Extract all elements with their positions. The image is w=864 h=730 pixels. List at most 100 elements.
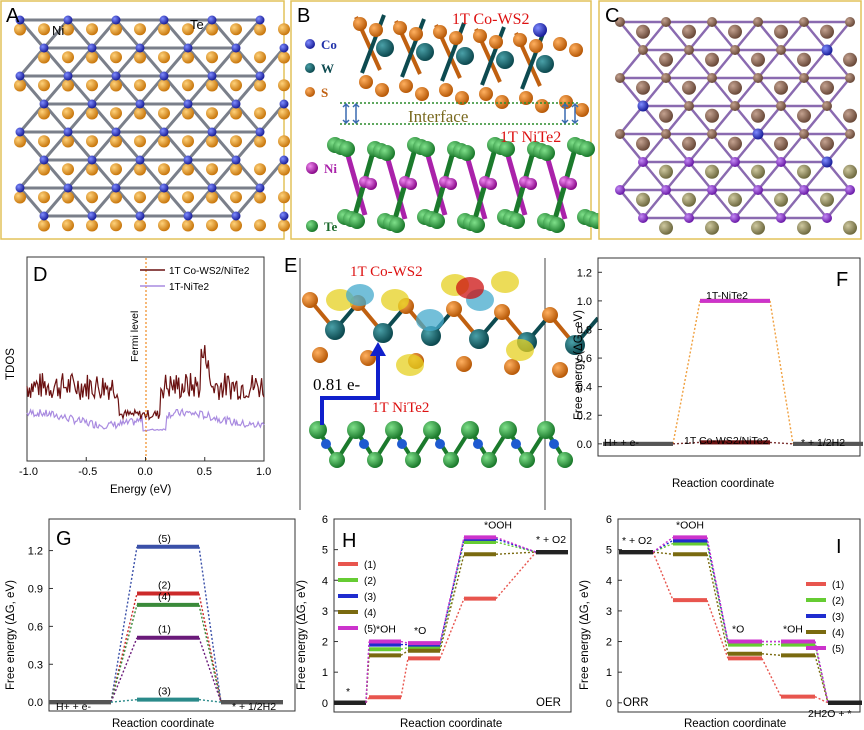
metal-atom [845, 185, 855, 195]
s-atom [359, 75, 373, 89]
panel-h-xlabel: Reaction coordinate [400, 718, 502, 730]
metal-atom [707, 185, 717, 195]
te-atom [62, 107, 74, 120]
metal-atom [615, 73, 625, 83]
y-tick-label: 1.2 [28, 546, 43, 558]
lattice-bond [734, 105, 759, 135]
panel-a-ni-label: Ni [52, 23, 64, 38]
te-atom [379, 145, 395, 161]
ni-atom [63, 15, 73, 25]
lattice-bond [711, 77, 736, 107]
te-atom [182, 51, 194, 64]
ni-te-bond [210, 159, 238, 189]
lattice-bond [642, 189, 667, 219]
lattice-bond [780, 133, 805, 163]
te-atom [14, 23, 26, 36]
ni-te-bond [162, 75, 190, 105]
legend-label: (3) [832, 612, 844, 623]
lattice-bond [826, 105, 851, 135]
metal-atom [615, 129, 625, 139]
ni-te-bond [234, 19, 262, 49]
ni-atom [549, 439, 559, 449]
w-atom [325, 320, 345, 340]
te-atom [459, 145, 475, 161]
te-atom [206, 191, 218, 204]
ni-te-bond [114, 103, 142, 133]
ni-atom [255, 15, 265, 25]
energy-connector [198, 637, 222, 703]
ni-te-bond [18, 19, 46, 49]
surface-atom [751, 108, 765, 123]
ni-atom [159, 183, 169, 193]
surface-atom [682, 24, 696, 39]
ni-atom [39, 211, 49, 221]
metal-atom [707, 17, 717, 27]
te-atom [309, 421, 327, 439]
ni-te-bond [258, 103, 286, 133]
te-atom [110, 107, 122, 120]
metal-atom [799, 73, 809, 83]
panel-f-plot-area [597, 257, 861, 457]
lattice-bond [665, 21, 690, 51]
y-tick-label: 4 [606, 575, 612, 587]
te-atom [539, 145, 555, 161]
ni-te-bond [186, 131, 214, 161]
surface-atom [843, 52, 857, 67]
ni-te-bond [114, 187, 142, 217]
metal-atom [776, 213, 786, 223]
y-tick-label: 0.2 [577, 410, 592, 422]
panel-g: 0.0 0.3 0.6 0.9 1.2 (5) (2)(4) (1) (3) G H+ + e-… [5, 518, 296, 730]
charge-density-lobe [456, 277, 484, 299]
ni-atom [255, 71, 265, 81]
panel-d: Fermi level D 1T Co-WS2/NiTe2 1T-NiTe2 T… [5, 256, 271, 496]
lattice-bond [734, 21, 759, 51]
ni-te-bond [90, 187, 118, 217]
panel-b-label: B [297, 5, 310, 27]
te-atom [499, 141, 515, 157]
metal-atom [730, 101, 740, 111]
panel-c: C [598, 0, 862, 240]
ni-te-bond [66, 187, 94, 217]
x-tick-label: -0.5 [78, 466, 97, 478]
y-tick-label: 3 [606, 606, 612, 618]
legend-co-swatch [305, 39, 315, 49]
surface-atom [636, 24, 650, 39]
ni-te-bond [42, 159, 70, 189]
te-atom [278, 219, 290, 232]
te-atom [367, 452, 383, 468]
ni-te-bond [186, 47, 214, 77]
w-atom [373, 323, 393, 343]
legend-co-label: Co [321, 37, 337, 52]
surface-atom [728, 192, 742, 207]
te-atom [182, 135, 194, 148]
state-label: * + O2 [622, 535, 652, 547]
lattice-bond [803, 105, 828, 135]
panel-c-lattice [615, 17, 857, 235]
ni-te-bond [234, 187, 262, 217]
metal-atom [799, 129, 809, 139]
lattice-bond [619, 49, 644, 79]
y-tick-label: 0.0 [577, 439, 592, 451]
panel-f-top-label: 1T-NiTe2 [706, 290, 748, 302]
te-atom [134, 79, 146, 92]
y-tick-label: 1.0 [577, 296, 592, 308]
te-atom [206, 135, 218, 148]
lattice-bond [734, 133, 759, 163]
panel-h-tag: OER [536, 697, 561, 709]
ni-atom [87, 99, 97, 109]
metal-atom [661, 185, 671, 195]
metal-atom [845, 73, 855, 83]
panel-f-label: F [836, 269, 848, 291]
lattice-bond [780, 77, 805, 107]
surface-atom [774, 80, 788, 95]
panel-e: E 1T Co-WS2 1T NiTe2 0.81 e- [284, 255, 600, 510]
legend-ni-swatch [306, 162, 318, 174]
panel-d-xticks: -1.0 -0.5 0.0 0.5 1.0 [19, 457, 271, 478]
w-atom [376, 39, 394, 57]
lattice-bond [619, 21, 644, 51]
legend-w-swatch [305, 63, 315, 73]
y-tick-label: 2 [322, 637, 328, 649]
te-atom [14, 79, 26, 92]
legend-cows2-label: 1T Co-WS2/NiTe2 [169, 266, 250, 277]
te-atom [38, 135, 50, 148]
